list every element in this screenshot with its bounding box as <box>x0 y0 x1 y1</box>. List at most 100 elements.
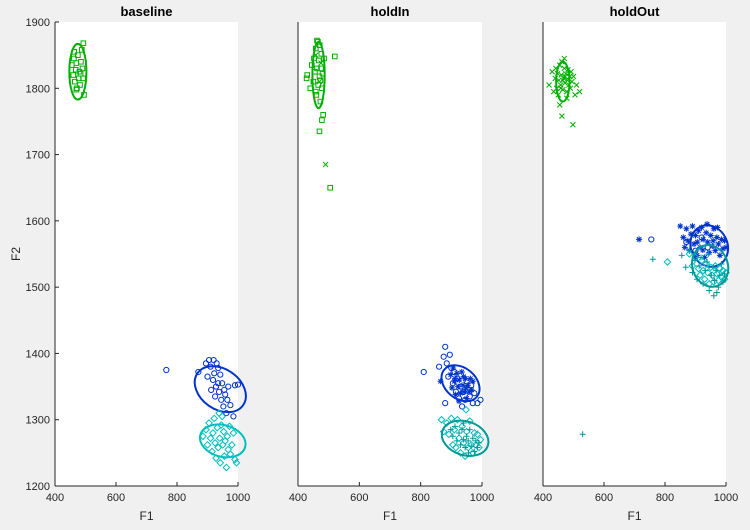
data-point <box>322 161 329 168</box>
data-point <box>442 419 451 427</box>
data-point <box>561 55 568 62</box>
data-point <box>303 75 310 82</box>
y-tick-label: 1200 <box>26 481 50 493</box>
data-point <box>72 78 78 85</box>
data-point <box>719 245 726 252</box>
data-point <box>216 458 225 467</box>
data-point <box>471 448 478 455</box>
data-point <box>559 77 566 84</box>
data-point <box>78 58 84 65</box>
data-point <box>465 437 472 444</box>
subplot-title: holdOut <box>610 4 660 19</box>
y-tick-label: 1300 <box>26 415 50 427</box>
x-tick-label: 1000 <box>470 492 494 504</box>
series-square <box>68 40 88 101</box>
data-point <box>465 417 474 425</box>
data-layer <box>546 55 730 438</box>
subplot-baseline: baseline F1 F2 400 600 800 1000 1200 1300 1400… <box>9 4 250 523</box>
data-point <box>695 227 702 234</box>
data-point <box>314 65 320 72</box>
data-point <box>442 343 449 350</box>
data-point <box>703 229 710 236</box>
data-point <box>570 121 576 128</box>
data-point <box>459 426 466 433</box>
data-point <box>690 241 697 248</box>
data-point <box>717 273 726 282</box>
x-tick-label: 600 <box>595 492 613 504</box>
data-point <box>473 430 482 439</box>
data-point <box>468 386 475 393</box>
data-point <box>218 396 225 403</box>
data-point <box>681 244 688 251</box>
x-tick-label: 1000 <box>226 492 250 504</box>
data-point <box>710 237 717 244</box>
data-point <box>579 431 586 438</box>
data-point <box>692 232 699 239</box>
data-point <box>452 443 460 452</box>
data-point <box>456 376 463 383</box>
data-point <box>461 388 468 395</box>
data-point <box>469 378 476 385</box>
subplot-title: baseline <box>120 4 172 19</box>
data-point <box>463 395 470 402</box>
data-point <box>215 388 223 395</box>
ellipse-x <box>555 60 571 103</box>
data-point <box>449 433 456 440</box>
data-point <box>463 433 470 440</box>
data-point <box>451 378 458 385</box>
data-point <box>704 258 711 265</box>
data-point <box>573 82 580 88</box>
data-point <box>467 375 474 382</box>
data-point <box>710 292 717 299</box>
data-point <box>464 382 471 389</box>
data-point <box>678 252 685 259</box>
data-point <box>704 239 711 246</box>
data-point <box>75 52 81 58</box>
x-tick-label: 800 <box>411 492 429 504</box>
data-point <box>457 441 464 448</box>
plot-area <box>298 22 482 486</box>
series-circle <box>163 356 247 420</box>
data-point <box>234 381 242 388</box>
data-point <box>546 82 552 88</box>
data-point <box>460 373 467 380</box>
data-point <box>570 73 577 80</box>
x-tick-label: 400 <box>534 492 552 504</box>
x-tick-label: 800 <box>656 492 674 504</box>
data-point <box>699 247 706 254</box>
data-point <box>697 254 704 261</box>
y-axis-label: F2 <box>9 247 23 261</box>
data-point <box>212 393 219 400</box>
data-point <box>220 452 229 461</box>
data-point <box>446 351 453 358</box>
series-plus <box>579 244 730 438</box>
plot-area <box>55 22 238 486</box>
data-point <box>205 356 213 364</box>
data-point <box>562 73 568 80</box>
data-point <box>456 398 462 405</box>
data-point <box>222 463 231 472</box>
data-point <box>466 388 473 395</box>
ellipse-asterisk <box>440 364 481 403</box>
data-point <box>209 429 217 437</box>
data-point <box>448 384 455 391</box>
data-point <box>559 113 565 119</box>
data-point <box>686 247 693 254</box>
data-point <box>468 443 475 450</box>
data-point <box>77 82 83 88</box>
data-point <box>203 440 212 449</box>
ellipse-plus <box>691 244 730 288</box>
data-point <box>462 405 470 414</box>
data-point <box>710 264 717 271</box>
x-tick-label: 600 <box>350 492 368 504</box>
data-point <box>215 409 223 417</box>
data-point <box>440 353 447 360</box>
data-point <box>214 443 223 452</box>
data-point <box>561 65 568 72</box>
data-point <box>227 402 234 409</box>
x-axis-label: F1 <box>627 509 641 523</box>
data-point <box>458 368 465 375</box>
series-plus <box>440 419 490 457</box>
data-point <box>710 225 717 232</box>
data-point <box>694 264 703 273</box>
